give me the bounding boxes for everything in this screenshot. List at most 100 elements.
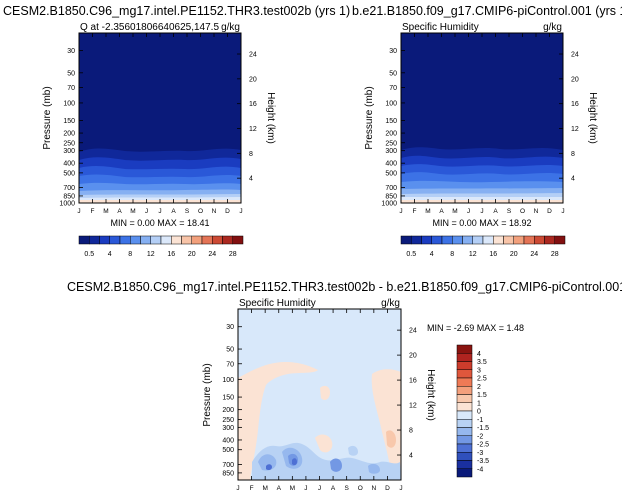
x-tick-label: M [130,208,135,215]
panel-3-plot [238,309,401,480]
height-tick-label: 12 [409,403,417,410]
height-tick-label: 8 [409,428,413,435]
height-tick-label: 8 [249,151,253,158]
colorbar-swatch [456,402,473,412]
x-tick-label: N [371,485,376,492]
y-tick-label: 500 [63,170,75,177]
colorbar-swatch [534,235,545,245]
x-tick-label: M [103,208,108,215]
colorbar-label: 24 [208,251,216,258]
y-tick-label: 850 [63,193,75,200]
panel-1-y-axis-label: Pressure (mb) [42,86,53,149]
panel-3-units: g/kg [381,298,400,309]
colorbar-swatch [171,235,182,245]
x-tick-label: A [493,208,498,215]
colorbar-swatch [431,235,443,245]
panel-3-negative-blob-8 [368,463,380,474]
height-tick-label: 20 [249,76,257,83]
height-tick-label: 8 [571,151,575,158]
colorbar-swatch [456,394,473,403]
colorbar-label: 0 [477,409,481,416]
colorbar-label: -1 [477,417,483,424]
height-tick-label: 16 [571,101,579,108]
y-tick-label: 100 [385,100,397,107]
colorbar-label: 2 [477,384,481,391]
panel-3-stats: MIN = -2.69 MAX = 1.48 [427,323,524,333]
x-tick-label: M [290,485,295,492]
height-tick-label: 12 [571,126,579,133]
colorbar-swatch [544,235,555,245]
panel-2-colorbar: 0.5 4 8 12 16 20 24 28 [400,235,566,258]
colorbar-swatch [119,235,131,245]
panel-3-positive-blob-low [315,434,333,453]
x-tick-label: A [277,485,282,492]
x-tick-label: J [399,208,402,215]
colorbar-swatch [456,435,473,445]
panel-2-y-axis-label-right: Height (km) [587,92,598,144]
colorbar-swatch [554,235,566,245]
colorbar-swatch [503,235,514,245]
x-tick-label: A [331,485,336,492]
colorbar-label: 0.5 [84,251,94,258]
x-tick-label: J [236,485,239,492]
colorbar-swatch [421,235,432,245]
x-tick-label: M [452,208,457,215]
colorbar-swatch [452,235,463,245]
colorbar-label: 4 [108,251,112,258]
colorbar-swatch [523,235,535,245]
colorbar-label: -4 [477,466,483,473]
colorbar-swatch [212,235,223,245]
colorbar-swatch [456,386,473,395]
y-tick-label: 100 [222,377,234,384]
height-tick-label: 16 [409,378,417,385]
x-tick-label: F [91,208,95,215]
x-tick-label: J [399,485,402,492]
colorbar-label: 16 [167,251,175,258]
panel-2: b.e21.B1850.f09_g17.CMIP6-piControl.001 … [352,4,622,258]
y-tick-label: 30 [389,48,397,55]
y-tick-label: 400 [222,437,234,444]
colorbar-label: 2.5 [477,376,487,383]
colorbar-label: -3.5 [477,458,489,465]
colorbar-label: 28 [229,251,237,258]
panel-3-contours [238,362,401,480]
colorbar-swatch [160,235,172,245]
y-tick-label: 400 [385,161,397,168]
y-tick-label: 50 [389,70,397,77]
panel-3-colorbar: 43.53 2.521.51 0-1-1.5-2 -2.5-3-3.5-4 [456,344,489,478]
x-tick-label: J [158,208,161,215]
height-tick-label: 24 [409,328,417,335]
colorbar-swatch [400,235,412,245]
panel-2-stats: MIN = 0.00 MAX = 18.92 [432,218,531,228]
y-tick-label: 30 [67,48,75,55]
panel-3-negative-blob-5 [330,458,342,472]
panel-1-plot [79,33,241,203]
colorbar-swatch [99,235,110,245]
panel-2-contours [401,147,563,203]
x-tick-label: A [439,208,444,215]
colorbar-swatch [472,235,484,245]
y-tick-label: 700 [63,185,75,192]
y-tick-label: 700 [385,185,397,192]
panel-3-y-ticks-right: 24 20 16 12 8 4 [397,328,417,460]
colorbar-label: 3.5 [477,359,487,366]
panel-1-contours [79,148,241,203]
panel-2-plot [401,33,563,203]
colorbar-label: 28 [551,251,559,258]
panel-3: CESM2.B1850.C96_mg17.intel.PE1152.THR3.t… [67,280,622,492]
y-tick-label: 70 [67,85,75,92]
x-tick-label: A [171,208,176,215]
colorbar-label: 8 [128,251,132,258]
y-tick-label: 70 [226,361,234,368]
panel-2-subtitle: Specific Humidity [402,22,479,33]
y-tick-label: 850 [385,193,397,200]
colorbar-swatch [456,361,473,370]
x-tick-label: F [413,208,417,215]
panel-3-positive-blob-deep [386,430,396,448]
panel-2-y-axis-label: Pressure (mb) [364,86,375,149]
x-tick-label: M [425,208,430,215]
